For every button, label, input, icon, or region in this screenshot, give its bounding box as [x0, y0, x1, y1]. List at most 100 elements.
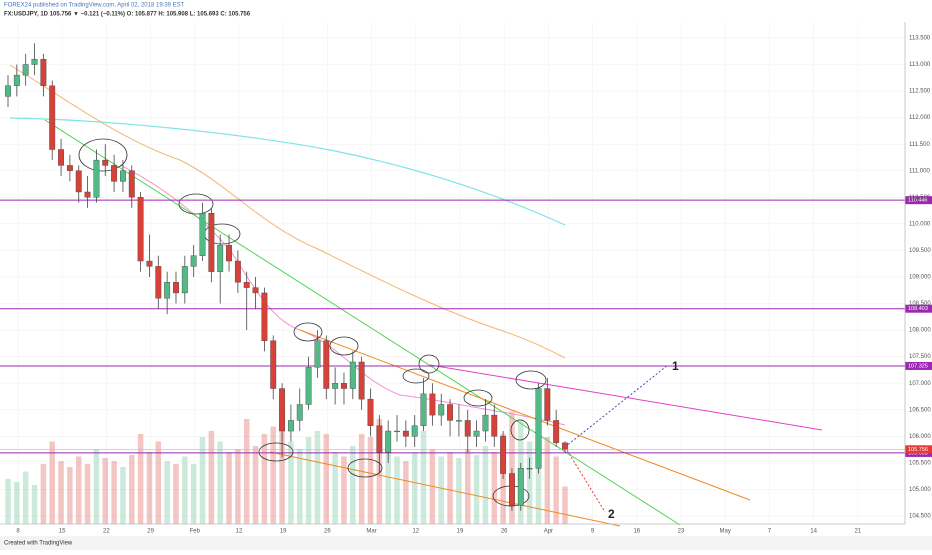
x-tick-label: 14: [810, 529, 817, 535]
x-tick-label: Apr: [544, 529, 553, 535]
ellipse: [178, 193, 214, 215]
ellipse: [515, 370, 547, 390]
candle-body: [190, 255, 197, 267]
candles: [5, 43, 568, 511]
x-tick-label: 29: [147, 529, 154, 535]
volume-bar: [252, 446, 259, 524]
footer: Created with TradingView: [4, 541, 73, 547]
candle-body: [31, 58, 38, 65]
x-tick-label: 12: [412, 529, 419, 535]
volume-bar: [217, 441, 223, 524]
annotation: 1: [672, 359, 679, 373]
volume-bar: [562, 486, 568, 524]
candle-body: [323, 340, 330, 389]
volume-bar: [155, 441, 162, 524]
candle-body: [562, 442, 568, 450]
volume-bar: [58, 461, 64, 524]
projection: [564, 446, 606, 513]
volume-bar: [111, 461, 117, 524]
trendline: [429, 364, 823, 431]
volume-bar: [288, 441, 294, 524]
volume-bar: [456, 458, 462, 524]
candle-body: [553, 420, 560, 444]
volume-bar: [279, 404, 285, 524]
volume-bar: [235, 449, 241, 524]
volume-bar: [491, 452, 498, 524]
candle-body: [119, 170, 126, 182]
candle-body: [535, 388, 542, 469]
level-tag: [905, 304, 932, 313]
x-tick-label: 21: [854, 529, 861, 535]
candle-body: [199, 213, 206, 256]
y-tick-label: 108.500: [909, 301, 931, 307]
ellipse: [402, 368, 430, 384]
volume-bar: [120, 467, 126, 524]
candle-body: [341, 383, 347, 389]
ma-mid: [9, 64, 566, 359]
y-tick-label: 112.000: [909, 115, 931, 121]
candle-body: [296, 404, 303, 421]
x-tick-label: 12: [236, 529, 243, 535]
volume-bar: [75, 456, 82, 524]
volume-bar: [49, 441, 55, 524]
candle-body: [279, 388, 286, 432]
volume-bar: [500, 434, 506, 524]
level-label: 110.446: [908, 198, 927, 204]
candle-body: [367, 398, 374, 426]
volume-bar: [243, 419, 250, 524]
volume-bar: [526, 441, 533, 524]
candle-body: [305, 367, 312, 405]
volume-bar: [394, 456, 400, 524]
volume-bar: [14, 482, 20, 524]
y-tick-label: 111.000: [909, 168, 930, 174]
candle-body: [66, 165, 73, 171]
ma-long: [9, 117, 566, 226]
candle-body: [5, 85, 11, 97]
x-tick-label: 26: [501, 529, 508, 535]
y-tick-label: 110.000: [909, 221, 931, 227]
volume-bar: [31, 485, 38, 524]
candle-body: [208, 213, 215, 272]
y-tick-label: 109.000: [909, 275, 931, 281]
volume-bar: [482, 446, 489, 524]
x-tick-label: May: [720, 529, 731, 535]
candle-body: [164, 282, 171, 299]
volume-bar: [190, 464, 197, 524]
candle-body: [376, 425, 383, 453]
candle-body: [482, 414, 489, 432]
volume-bar: [509, 411, 515, 524]
volume-bar: [438, 456, 444, 524]
volume-bar: [350, 446, 356, 524]
y-tick-label: 112.500: [909, 89, 931, 95]
ellipse: [418, 354, 440, 374]
candle-body: [128, 170, 135, 198]
ellipse: [78, 138, 128, 172]
volume-bar: [146, 452, 153, 524]
volume-bar: [420, 431, 427, 524]
volume-bar: [305, 437, 312, 524]
level-tag: [905, 196, 932, 205]
ellipse: [510, 419, 530, 441]
y-tick-label: 105.000: [909, 487, 931, 493]
candle-body: [429, 393, 436, 416]
x-tick-label: 15: [59, 529, 66, 535]
candle-body: [500, 436, 507, 474]
symbol-line: FX:USDJPY, 1D 105.756 ▼ −0.121 (−0.11%) …: [4, 12, 251, 18]
candle-body: [544, 388, 551, 421]
ellipse: [463, 389, 493, 407]
grid: [0, 22, 905, 524]
candle-body: [102, 159, 109, 166]
trendline: [299, 329, 751, 501]
candle-body: [261, 292, 268, 341]
volume-bar: [40, 464, 47, 524]
volume-bar: [358, 434, 365, 524]
candle-body: [226, 244, 232, 262]
volume-bar: [5, 479, 11, 524]
y-tick-label: 109.500: [909, 248, 931, 254]
candle-body: [455, 420, 462, 422]
level-tag: [905, 361, 932, 370]
candle-body: [49, 85, 56, 150]
candle-body: [509, 473, 515, 506]
volume-bar: [261, 434, 268, 524]
candle-body: [349, 361, 356, 389]
